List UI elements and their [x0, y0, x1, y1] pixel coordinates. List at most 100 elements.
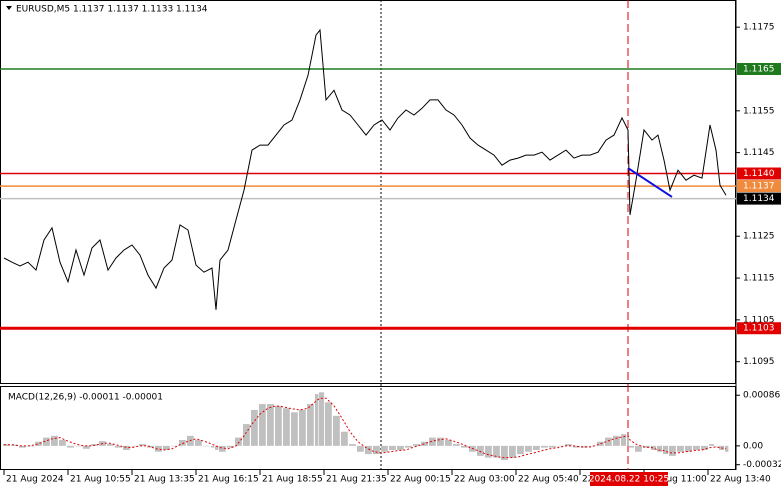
macd-bar: [501, 445, 508, 460]
macd-bar: [291, 412, 298, 446]
macd-bar: [701, 445, 708, 450]
price-line: [3, 28, 727, 310]
macd-y-tick-label: 0.00: [743, 441, 763, 451]
macd-bar: [685, 445, 692, 452]
y-tick-label: 1.1155: [743, 106, 775, 116]
macd-bar: [131, 445, 138, 447]
macd-bar: [83, 445, 90, 449]
macd-bar: [11, 444, 18, 446]
macd-bar: [493, 445, 500, 458]
price-level-box: [737, 192, 781, 205]
macd-bar: [325, 402, 332, 446]
y-tick-label: 1.1175: [743, 23, 775, 33]
price-level-box: [737, 62, 781, 75]
macd-bar: [677, 445, 684, 452]
price-level-label: 1.1134: [743, 194, 775, 204]
macd-y-tick-label: 0.00086: [743, 391, 780, 401]
macd-bar: [657, 445, 663, 452]
price-level-label: 1.1103: [743, 324, 775, 334]
price-level-box: [737, 322, 781, 335]
macd-bar: [477, 445, 484, 456]
macd-bar: [453, 444, 460, 446]
macd-bar: [67, 445, 74, 448]
x-tick-label: 22 Aug 00:15: [390, 475, 451, 485]
x-tick-label: 22 Aug 05:40: [518, 475, 579, 485]
price-level-label: 1.1140: [743, 169, 775, 179]
x-tick-label: 21 Aug 13:35: [134, 475, 195, 485]
macd-header: MACD(12,26,9) -0.00011 -0.00001: [8, 393, 163, 403]
price-level-label: 1.1137: [743, 182, 775, 192]
macd-bar: [243, 424, 250, 446]
macd-bar: [605, 437, 612, 446]
macd-bar: [635, 445, 642, 452]
trend-line: [627, 167, 673, 198]
macd-bar: [315, 394, 319, 446]
macd-bar: [307, 404, 314, 446]
macd-bar: [461, 445, 468, 448]
x-tick-label: 22 Aug 13:40: [710, 475, 771, 485]
macd-bar: [669, 445, 676, 456]
menu-arrow: [6, 6, 12, 10]
macd-bar: [227, 445, 234, 448]
x-tick-label: 22 Aug 11:00: [646, 475, 707, 485]
macd-bar: [397, 445, 404, 450]
y-tick-label: 1.1125: [743, 232, 775, 242]
macd-bar: [621, 434, 627, 446]
macd-bar: [147, 445, 154, 448]
macd-bar: [171, 445, 178, 447]
macd-bar: [139, 444, 146, 446]
price-panel: [0, 0, 736, 384]
macd-y-tick-label: -0.00032: [743, 460, 781, 470]
macd-bar: [59, 439, 66, 446]
macd-bar: [589, 445, 596, 447]
macd-bar: [251, 409, 258, 446]
macd-bar: [663, 445, 669, 455]
macd-bar: [275, 405, 282, 446]
macd-bar: [413, 444, 420, 446]
x-tick-label: 21 Aug 2024: [6, 475, 64, 485]
macd-bar: [557, 445, 564, 447]
macd-bar: [349, 444, 356, 446]
macd-bar: [357, 445, 364, 452]
x-tick-label: 22 Aug 03:00: [454, 475, 515, 485]
macd-bar: [445, 439, 452, 446]
macd-bar: [643, 445, 650, 448]
x-tick-label: 21 Aug 18:55: [262, 475, 323, 485]
price-level-box: [737, 180, 781, 193]
time-marker-box: [590, 472, 668, 486]
macd-bar: [421, 441, 428, 446]
signal-line: [4, 397, 727, 459]
symbol-header: EURUSD,M5 1.1137 1.1137 1.1133 1.1134: [16, 5, 208, 15]
macd-bar: [525, 445, 532, 452]
macd-bar: [651, 445, 657, 450]
y-tick-label: 1.1105: [743, 315, 775, 325]
macd-bar: [123, 445, 130, 450]
macd-bar: [235, 437, 242, 446]
macd-bar: [179, 439, 186, 446]
macd-bar: [389, 445, 396, 450]
macd-bar: [517, 445, 524, 455]
macd-bar: [565, 444, 572, 446]
macd-bar: [725, 445, 729, 452]
x-tick-label: 21 Aug 16:15: [198, 475, 259, 485]
macd-bar: [341, 431, 348, 446]
price-level-box: [737, 167, 781, 180]
macd-bar: [437, 437, 444, 446]
macd-bar: [509, 445, 516, 458]
macd-bar: [195, 439, 202, 446]
macd-bar: [115, 445, 122, 448]
macd-bar: [219, 445, 226, 452]
macd-bar: [299, 409, 306, 446]
macd-bar: [629, 445, 635, 448]
macd-bar: [405, 445, 412, 448]
macd-bar: [51, 435, 58, 446]
macd-bar: [693, 445, 700, 450]
macd-bar: [533, 445, 540, 450]
x-tick-label: 21 Aug 10:55: [70, 475, 131, 485]
macd-bar: [381, 445, 388, 452]
macd-bar: [3, 444, 10, 446]
macd-bar: [709, 444, 715, 446]
y-tick-label: 1.1115: [743, 274, 775, 284]
macd-bar: [35, 441, 42, 446]
